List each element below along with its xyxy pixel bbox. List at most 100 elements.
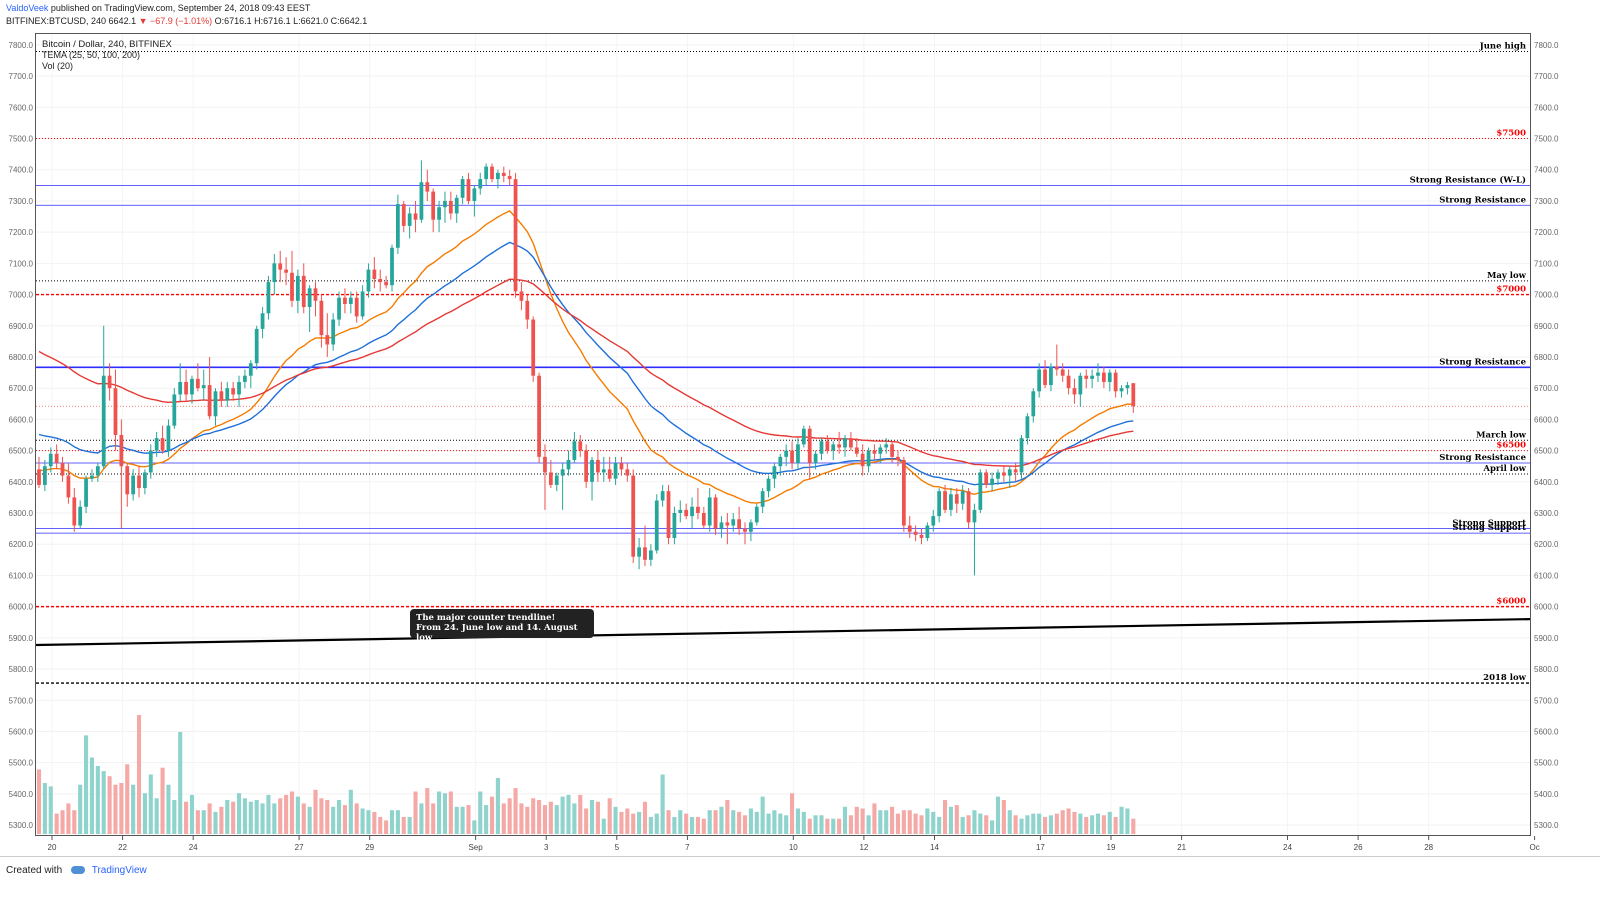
y-tick-label-left: 5600.0 xyxy=(9,727,34,736)
down-arrow-icon: ▼ xyxy=(138,16,148,26)
candle-body xyxy=(513,179,518,292)
candle-body xyxy=(972,509,977,523)
volume-bar xyxy=(572,803,577,834)
candle-body xyxy=(254,328,259,364)
x-tick-label: Oc xyxy=(1529,843,1539,852)
candle-body xyxy=(590,459,594,482)
volume-bar xyxy=(242,798,247,834)
level-label: Strong Support xyxy=(1452,523,1526,533)
volume-bar xyxy=(931,811,936,834)
candle-body xyxy=(637,547,641,557)
candle-body xyxy=(831,444,836,451)
x-tick-label: 27 xyxy=(295,843,304,852)
candle-body xyxy=(819,441,824,454)
header-bar: ValdoVeek published on TradingView.com, … xyxy=(0,0,1600,32)
candle-body xyxy=(578,441,583,451)
volume-bar xyxy=(1066,808,1071,834)
candle-body xyxy=(966,491,971,523)
volume-bar xyxy=(437,791,442,834)
volume-bar xyxy=(184,801,189,834)
candle-body xyxy=(725,522,730,526)
candle-body xyxy=(990,478,994,485)
candle-body xyxy=(601,469,606,473)
candle-body xyxy=(901,459,906,526)
volume-bar xyxy=(607,798,612,834)
volume-bar xyxy=(84,735,89,834)
y-tick-label-left: 7800.0 xyxy=(9,41,34,50)
volume-bar xyxy=(119,783,124,834)
candle-body xyxy=(525,300,530,320)
y-tick-label-left: 6900.0 xyxy=(9,322,34,331)
volume-bar xyxy=(1025,815,1030,834)
candle-body xyxy=(631,475,636,557)
candle-body xyxy=(737,519,741,529)
volume-bar xyxy=(466,805,471,834)
candle-body xyxy=(1084,375,1089,379)
candle-body xyxy=(496,172,500,180)
volume-bar xyxy=(884,810,889,834)
candle-body xyxy=(101,375,106,467)
volume-bar xyxy=(719,806,724,834)
y-tick-label-right: 7300.0 xyxy=(1534,197,1559,206)
candle-body xyxy=(43,466,47,485)
candle-body xyxy=(160,438,165,451)
volume-bar xyxy=(742,815,748,834)
level-label: $7500 xyxy=(1496,129,1526,139)
candle-body xyxy=(813,453,818,464)
tradingview-link[interactable]: TradingView xyxy=(91,865,147,876)
volume-bar xyxy=(1037,813,1042,834)
candle-body xyxy=(137,475,141,489)
y-tick-label-left: 6800.0 xyxy=(9,353,34,362)
volume-bar xyxy=(166,784,171,834)
trendline xyxy=(35,618,1531,647)
y-tick-label-right: 6200.0 xyxy=(1534,540,1559,549)
volume-bar xyxy=(895,813,901,834)
candle-body xyxy=(1037,369,1042,392)
volume-bar xyxy=(1101,815,1106,834)
volume-bar xyxy=(495,777,500,834)
candle-body xyxy=(996,472,1000,479)
volume-bar xyxy=(601,818,606,834)
x-tick-label: 20 xyxy=(48,843,57,852)
candle-body xyxy=(543,456,547,473)
candle-body xyxy=(313,288,318,301)
candle-body xyxy=(154,438,159,451)
volume-bar xyxy=(866,815,871,834)
y-tick-label-left: 6600.0 xyxy=(9,415,34,424)
candle-body xyxy=(760,491,765,507)
volume-bar xyxy=(125,764,130,834)
candle-body xyxy=(201,385,206,389)
volume-bar xyxy=(1001,800,1006,834)
x-tick-label: 24 xyxy=(1283,843,1292,852)
level-label: 2018 low xyxy=(1483,673,1527,683)
volume-bar xyxy=(325,800,330,834)
y-tick-label-left: 7000.0 xyxy=(9,291,34,300)
candle-body xyxy=(113,388,118,435)
volume-bar xyxy=(1119,806,1124,834)
volume-bar xyxy=(442,793,448,834)
candle-body xyxy=(278,263,283,270)
volume-bar xyxy=(1084,817,1089,834)
y-tick-label-left: 5400.0 xyxy=(9,790,34,799)
volume-bar xyxy=(360,808,365,834)
candle-body xyxy=(119,435,124,467)
volume-bar xyxy=(648,817,653,834)
volume-bar xyxy=(378,817,383,834)
candle-body xyxy=(1096,372,1100,376)
volume-bar xyxy=(801,811,806,834)
x-tick-label: 14 xyxy=(930,843,939,852)
author-link[interactable]: ValdoVeek xyxy=(6,3,49,13)
volume-bar xyxy=(395,810,400,834)
y-tick-label-right: 7000.0 xyxy=(1534,291,1559,300)
candle-body xyxy=(431,191,436,220)
volume-bar xyxy=(195,810,200,834)
y-tick-label-left: 6200.0 xyxy=(9,540,34,549)
volume-bar xyxy=(913,813,918,834)
candle-body xyxy=(778,456,783,467)
volume-bar xyxy=(560,796,565,834)
price-chart[interactable]: June high7779.07779.0$75007500.07500.0St… xyxy=(0,0,1600,856)
candle-body xyxy=(372,269,377,279)
candle-body xyxy=(401,204,406,226)
candle-body xyxy=(701,513,706,526)
candle-body xyxy=(143,472,147,489)
